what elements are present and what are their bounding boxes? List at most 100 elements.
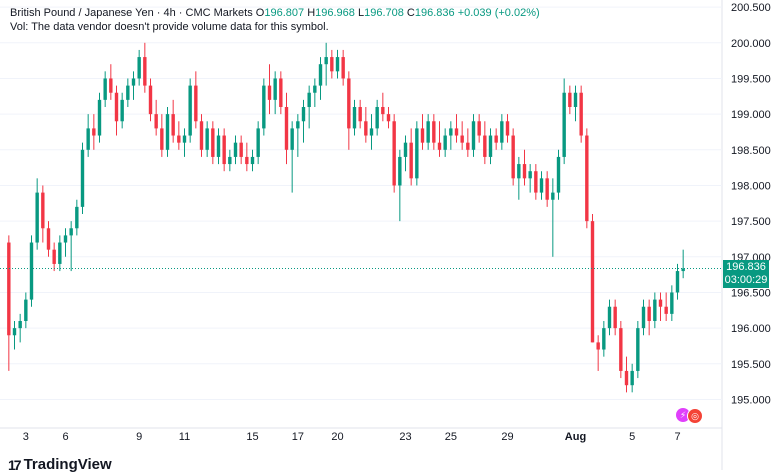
tradingview-wordmark: TradingView <box>23 456 112 473</box>
candle-body <box>46 228 51 250</box>
candle-body <box>681 268 685 272</box>
candle-body <box>188 85 192 136</box>
candle-body <box>596 342 600 350</box>
candle-body <box>307 92 311 107</box>
candle-body <box>409 142 413 179</box>
candle-body <box>641 306 646 329</box>
candle-body <box>398 156 402 186</box>
close-label: C <box>406 7 415 19</box>
x-tick-label: 7 <box>674 431 680 443</box>
candle-body <box>528 171 532 179</box>
candle-body <box>250 156 255 165</box>
candle-body <box>239 142 243 157</box>
y-tick-label: 200.000 <box>731 38 771 50</box>
candle-body <box>477 121 481 136</box>
tradingview-mark-icon: 17 <box>8 456 22 473</box>
candle-body <box>551 192 555 200</box>
candle-body <box>296 121 300 129</box>
dividend-event-icon[interactable]: ⚡ <box>676 408 690 422</box>
candle-body <box>573 92 578 107</box>
candle-body <box>607 306 612 329</box>
last-price-value: 196.836 <box>726 261 766 274</box>
candle-body <box>279 78 283 107</box>
candle-body <box>364 121 368 136</box>
symbol-title: British Pound / Japanese Yen · 4h · CMC … <box>10 7 253 19</box>
candle-body <box>647 306 651 321</box>
candle-body <box>619 328 623 371</box>
economic-event-icon[interactable]: ◎ <box>687 408 703 424</box>
candle-body <box>92 128 96 136</box>
candle-body <box>120 99 124 122</box>
x-tick-label: Aug <box>565 431 586 443</box>
candle-body <box>454 128 459 136</box>
candle-body <box>471 121 476 150</box>
candle-body <box>562 92 566 157</box>
candle-body <box>290 128 294 150</box>
candle-body <box>137 57 141 79</box>
candle-body <box>585 135 589 222</box>
candle-body <box>182 135 187 143</box>
candle-body <box>658 299 663 307</box>
candle-body <box>539 178 544 193</box>
candle-body <box>256 128 260 157</box>
candle-body <box>432 121 436 143</box>
candle-body <box>330 57 334 72</box>
candle-body <box>216 135 221 157</box>
candle-body <box>313 85 317 93</box>
x-tick-label: 3 <box>23 431 29 443</box>
y-tick-label: 200.500 <box>731 2 771 14</box>
candle-body <box>511 135 515 179</box>
candle-body <box>534 171 538 193</box>
last-price-tag: 196.836 03:00:29 <box>723 260 769 289</box>
candle-body <box>636 328 640 371</box>
candle-body <box>29 242 34 300</box>
candle-body <box>624 370 629 386</box>
candle-body <box>386 114 391 122</box>
candle-body <box>324 57 328 65</box>
x-tick-label: 20 <box>331 431 343 443</box>
candle-body <box>420 128 425 143</box>
symbol-legend: British Pound / Japanese Yen · 4h · CMC … <box>10 6 540 21</box>
candle-body <box>267 85 272 100</box>
candle-body <box>318 64 323 86</box>
x-tick-label: 15 <box>246 431 258 443</box>
candle-body <box>347 78 351 129</box>
candle-body <box>75 206 79 229</box>
candle-body <box>613 306 617 329</box>
candle-body <box>222 135 226 165</box>
candle-body <box>148 85 153 115</box>
event-markers[interactable]: ⚡ ◎ <box>676 408 703 424</box>
candle-body <box>437 142 442 150</box>
candle-body <box>97 99 102 136</box>
candle-body <box>7 242 11 336</box>
candle-body <box>199 121 204 150</box>
candle-body <box>664 306 668 314</box>
candle-body <box>545 178 549 200</box>
low-label: L <box>357 7 365 19</box>
y-tick-label: 199.500 <box>731 73 771 85</box>
candle-body <box>52 249 56 264</box>
candle-body <box>63 235 68 243</box>
candle-body <box>160 128 164 150</box>
high-value: 196.968 <box>315 7 355 19</box>
low-value: 196.708 <box>364 7 404 19</box>
y-tick-label: 197.500 <box>731 216 771 228</box>
candle-body <box>273 78 277 100</box>
x-tick-label: 23 <box>399 431 411 443</box>
candle-body <box>154 114 158 129</box>
x-tick-label: 5 <box>629 431 635 443</box>
candle-body <box>341 57 345 79</box>
open-label: O <box>255 7 265 19</box>
x-tick-label: 6 <box>62 431 68 443</box>
candle-body <box>114 92 119 122</box>
candle-body <box>58 242 62 264</box>
candle-body <box>381 107 385 115</box>
candle-body <box>675 271 680 293</box>
candle-body <box>522 164 527 179</box>
candle-body <box>556 156 561 193</box>
candle-body <box>228 156 232 165</box>
candle-body <box>86 128 90 150</box>
tradingview-logo[interactable]: 17 TradingView <box>8 456 112 473</box>
candle-body <box>143 57 147 86</box>
